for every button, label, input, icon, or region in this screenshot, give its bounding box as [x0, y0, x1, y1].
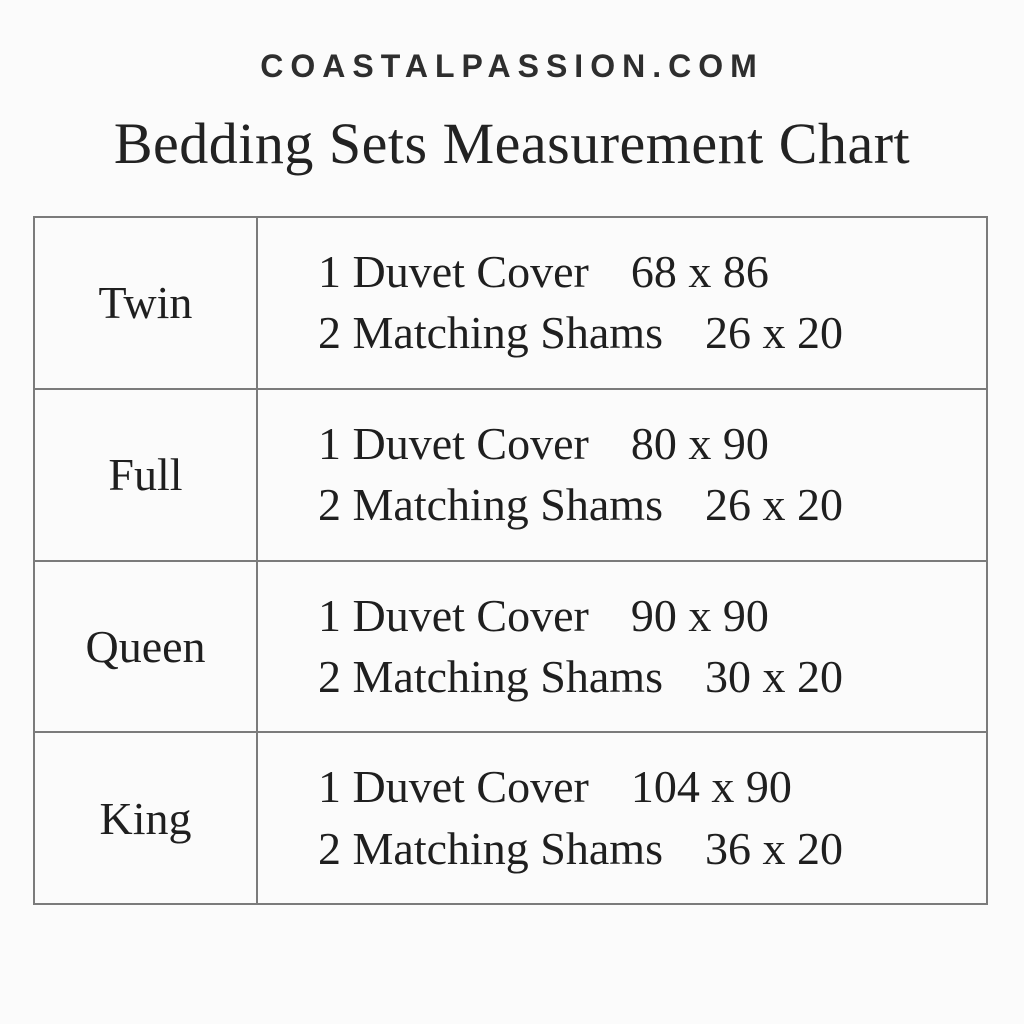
item-dimensions: 30 x 20	[704, 650, 843, 702]
item-label: 1 Duvet Cover	[318, 417, 589, 469]
bed-size-label: Full	[35, 389, 258, 560]
detail-line-shams: 2 Matching Shams 36 x 20	[318, 822, 986, 874]
item-dimensions: 26 x 20	[704, 479, 843, 531]
item-dimensions: 80 x 90	[630, 417, 769, 469]
detail-line-shams: 2 Matching Shams 26 x 20	[318, 309, 986, 357]
item-label: 2 Matching Shams	[318, 650, 663, 702]
table-row-twin: Twin 1 Duvet Cover 68 x 86 2 Matching Sha…	[35, 218, 986, 388]
row-details: 1 Duvet Cover 68 x 86 2 Matching Shams 26 …	[258, 218, 986, 388]
bed-size-label: Twin	[35, 218, 258, 388]
table-row-king: King 1 Duvet Cover 104 x 90 2 Matching Sh…	[35, 731, 986, 903]
item-label: 2 Matching Shams	[318, 307, 663, 359]
item-dimensions: 36 x 20	[704, 822, 843, 874]
item-label: 2 Matching Shams	[318, 479, 663, 531]
bed-size-label: King	[35, 733, 258, 903]
item-dimensions: 90 x 90	[630, 589, 769, 641]
detail-line-duvet: 1 Duvet Cover 90 x 90	[318, 589, 986, 641]
row-details: 1 Duvet Cover 80 x 90 2 Matching Shams 26 …	[258, 390, 986, 560]
table-row-queen: Queen 1 Duvet Cover 90 x 90 2 Matching Sh…	[35, 559, 986, 732]
item-dimensions: 26 x 20	[704, 307, 843, 359]
detail-line-shams: 2 Matching Shams 30 x 20	[318, 650, 986, 702]
item-label: 1 Duvet Cover	[318, 246, 589, 298]
brand-header: COASTALPASSION.COM	[260, 48, 764, 84]
detail-line-shams: 2 Matching Shams 26 x 20	[318, 479, 986, 531]
page-title: Bedding Sets Measurement Chart	[113, 111, 911, 176]
detail-line-duvet: 1 Duvet Cover 104 x 90	[318, 763, 986, 811]
table-row-full: Full 1 Duvet Cover 80 x 90 2 Matching Sha…	[35, 387, 986, 560]
bed-size-label: Queen	[35, 561, 258, 732]
item-dimensions: 68 x 86	[630, 246, 769, 298]
item-label: 1 Duvet Cover	[318, 589, 589, 641]
row-details: 1 Duvet Cover 90 x 90 2 Matching Shams 30 …	[258, 562, 986, 732]
measurement-table: Twin 1 Duvet Cover 68 x 86 2 Matching Sha…	[33, 216, 988, 905]
item-label: 2 Matching Shams	[318, 822, 663, 874]
detail-line-duvet: 1 Duvet Cover 68 x 86	[318, 246, 986, 298]
item-dimensions: 104 x 90	[630, 761, 792, 813]
row-details: 1 Duvet Cover 104 x 90 2 Matching Shams 36…	[258, 733, 986, 903]
detail-line-duvet: 1 Duvet Cover 80 x 90	[318, 417, 986, 469]
item-label: 1 Duvet Cover	[318, 761, 589, 813]
